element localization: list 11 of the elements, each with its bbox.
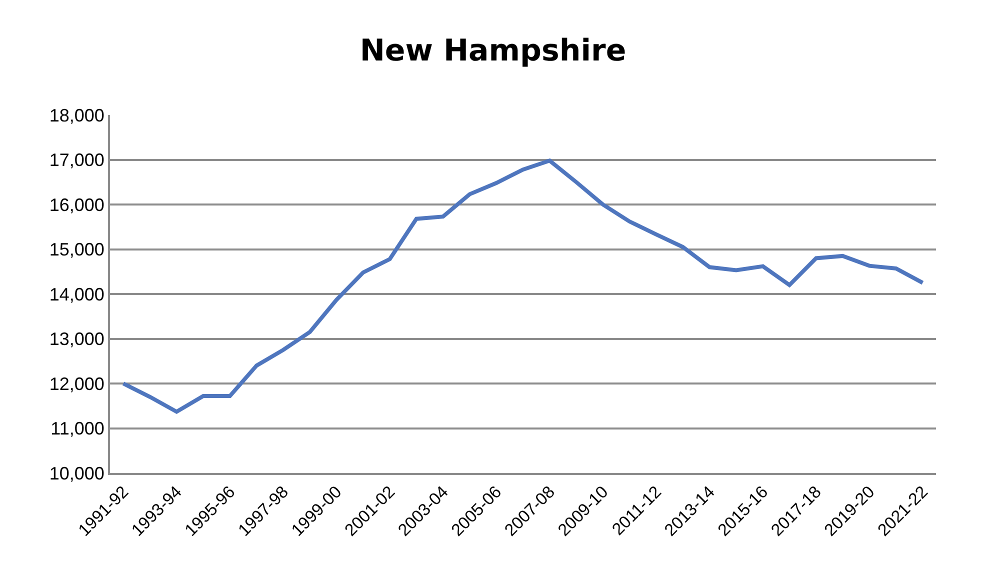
y-tick-label: 10,000 <box>49 463 104 484</box>
y-tick-label: 18,000 <box>49 105 104 126</box>
y-tick-label: 15,000 <box>49 240 104 260</box>
y-tick-label: 16,000 <box>49 194 104 215</box>
line-series <box>121 158 925 414</box>
y-tick-label: 17,000 <box>49 150 104 170</box>
y-tick-label: 11,000 <box>50 418 104 439</box>
y-tick-label: 13,000 <box>49 329 104 350</box>
chart-title: New Hampshire <box>360 33 626 68</box>
y-tick-label: 14,000 <box>49 284 104 304</box>
y-tick-label: 12,000 <box>49 374 104 394</box>
